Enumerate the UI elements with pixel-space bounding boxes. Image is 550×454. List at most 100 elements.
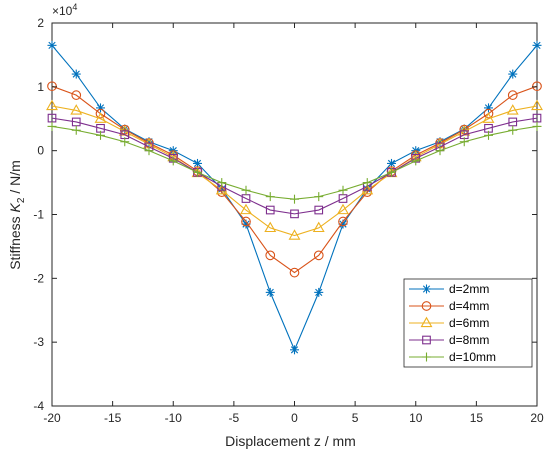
data-point	[264, 221, 277, 233]
x-tick-label: 10	[409, 411, 423, 425]
x-tick-label: -20	[43, 411, 61, 425]
data-point	[435, 146, 445, 156]
exponent-base: ×10	[52, 4, 73, 18]
legend-marker	[422, 335, 431, 345]
data-point	[507, 90, 518, 100]
data-point	[241, 219, 251, 229]
series-line	[51, 105, 538, 237]
data-point	[387, 167, 396, 177]
data-point	[168, 156, 178, 166]
y-label-main: Stiffness	[7, 212, 23, 269]
data-point	[312, 221, 325, 233]
data-point	[240, 203, 252, 215]
data-point	[71, 125, 81, 135]
data-point	[46, 99, 58, 111]
data-point	[95, 108, 106, 119]
data-point	[47, 121, 57, 131]
data-point	[47, 81, 57, 92]
data-point	[506, 104, 519, 115]
x-tick-label: -10	[165, 411, 183, 425]
y-tick-label: 2	[37, 16, 44, 30]
data-point	[484, 130, 493, 140]
data-point	[241, 185, 251, 195]
legend-entry: d=2mm	[409, 282, 489, 296]
series-d=10mm	[47, 121, 542, 204]
x-tick-label: 15	[470, 411, 484, 425]
y-tick-label: -4	[33, 399, 44, 413]
legend-marker	[421, 301, 432, 311]
series-line	[51, 85, 538, 274]
x-tick-label: 20	[530, 411, 544, 425]
data-point	[215, 183, 228, 195]
legend-entry: d=4mm	[409, 299, 489, 313]
x-tick-label: 0	[291, 411, 298, 425]
legend-label: d=6mm	[449, 316, 489, 330]
data-point	[288, 229, 301, 240]
data-point	[532, 121, 542, 131]
data-point	[70, 104, 83, 115]
data-point	[193, 167, 202, 177]
data-point	[241, 216, 251, 227]
y-label-italic: K	[7, 202, 23, 212]
data-point	[337, 203, 349, 215]
data-point	[314, 205, 324, 215]
legend-entry: d=6mm	[409, 316, 489, 330]
y-tick-label: 1	[37, 80, 44, 94]
data-point	[265, 250, 276, 261]
data-point	[217, 178, 227, 188]
data-point	[508, 125, 518, 135]
legend-marker	[422, 284, 431, 294]
x-tick-label: -5	[229, 411, 240, 425]
data-point	[47, 40, 57, 50]
y-tick-label: -1	[33, 208, 44, 222]
data-point	[289, 267, 300, 278]
data-point	[361, 183, 374, 195]
data-point	[362, 178, 372, 188]
y-tick-label: 0	[37, 144, 44, 158]
data-point	[482, 112, 495, 123]
legend-entry: d=8mm	[409, 333, 489, 347]
data-point	[411, 156, 421, 166]
data-point	[459, 137, 469, 147]
legend-marker	[422, 352, 431, 362]
data-point	[94, 112, 107, 123]
data-point	[290, 345, 299, 355]
legend-label: d=4mm	[449, 299, 489, 313]
legend-marker	[420, 316, 433, 328]
exponent-label: ×104	[52, 2, 77, 18]
y-tick-label: -3	[33, 335, 44, 349]
x-tick-label: 5	[352, 411, 359, 425]
data-point	[144, 146, 154, 156]
data-point	[313, 250, 324, 261]
data-point	[290, 209, 299, 219]
y-label-sub: 2	[16, 197, 27, 203]
legend-label: d=8mm	[449, 333, 489, 347]
data-point	[483, 108, 494, 119]
data-point	[314, 287, 324, 297]
legend: d=2mm d=4mm d=6mm d=8mm d=10mm	[403, 278, 533, 368]
legend-entry: d=10mm	[409, 350, 496, 364]
data-point	[532, 40, 542, 50]
data-point	[265, 205, 275, 215]
series-layer	[46, 40, 543, 355]
data-point	[290, 194, 299, 204]
y-tick-label: -2	[33, 271, 44, 285]
data-point	[265, 287, 275, 297]
data-point	[193, 158, 202, 168]
x-axis-label: Displacement z / mm	[225, 433, 356, 449]
data-point	[508, 69, 518, 79]
data-point	[71, 69, 81, 79]
data-point	[338, 185, 348, 195]
y-axis-label: Stiffness K2 / N/m	[7, 160, 27, 270]
exponent-power: 4	[72, 2, 77, 12]
data-point	[265, 192, 275, 202]
legend-label: d=10mm	[449, 350, 496, 364]
data-point	[96, 130, 105, 140]
data-point	[120, 137, 130, 147]
data-point	[531, 99, 543, 111]
data-point	[532, 81, 542, 92]
data-point	[338, 216, 348, 227]
y-label-rest: / N/m	[7, 160, 23, 197]
